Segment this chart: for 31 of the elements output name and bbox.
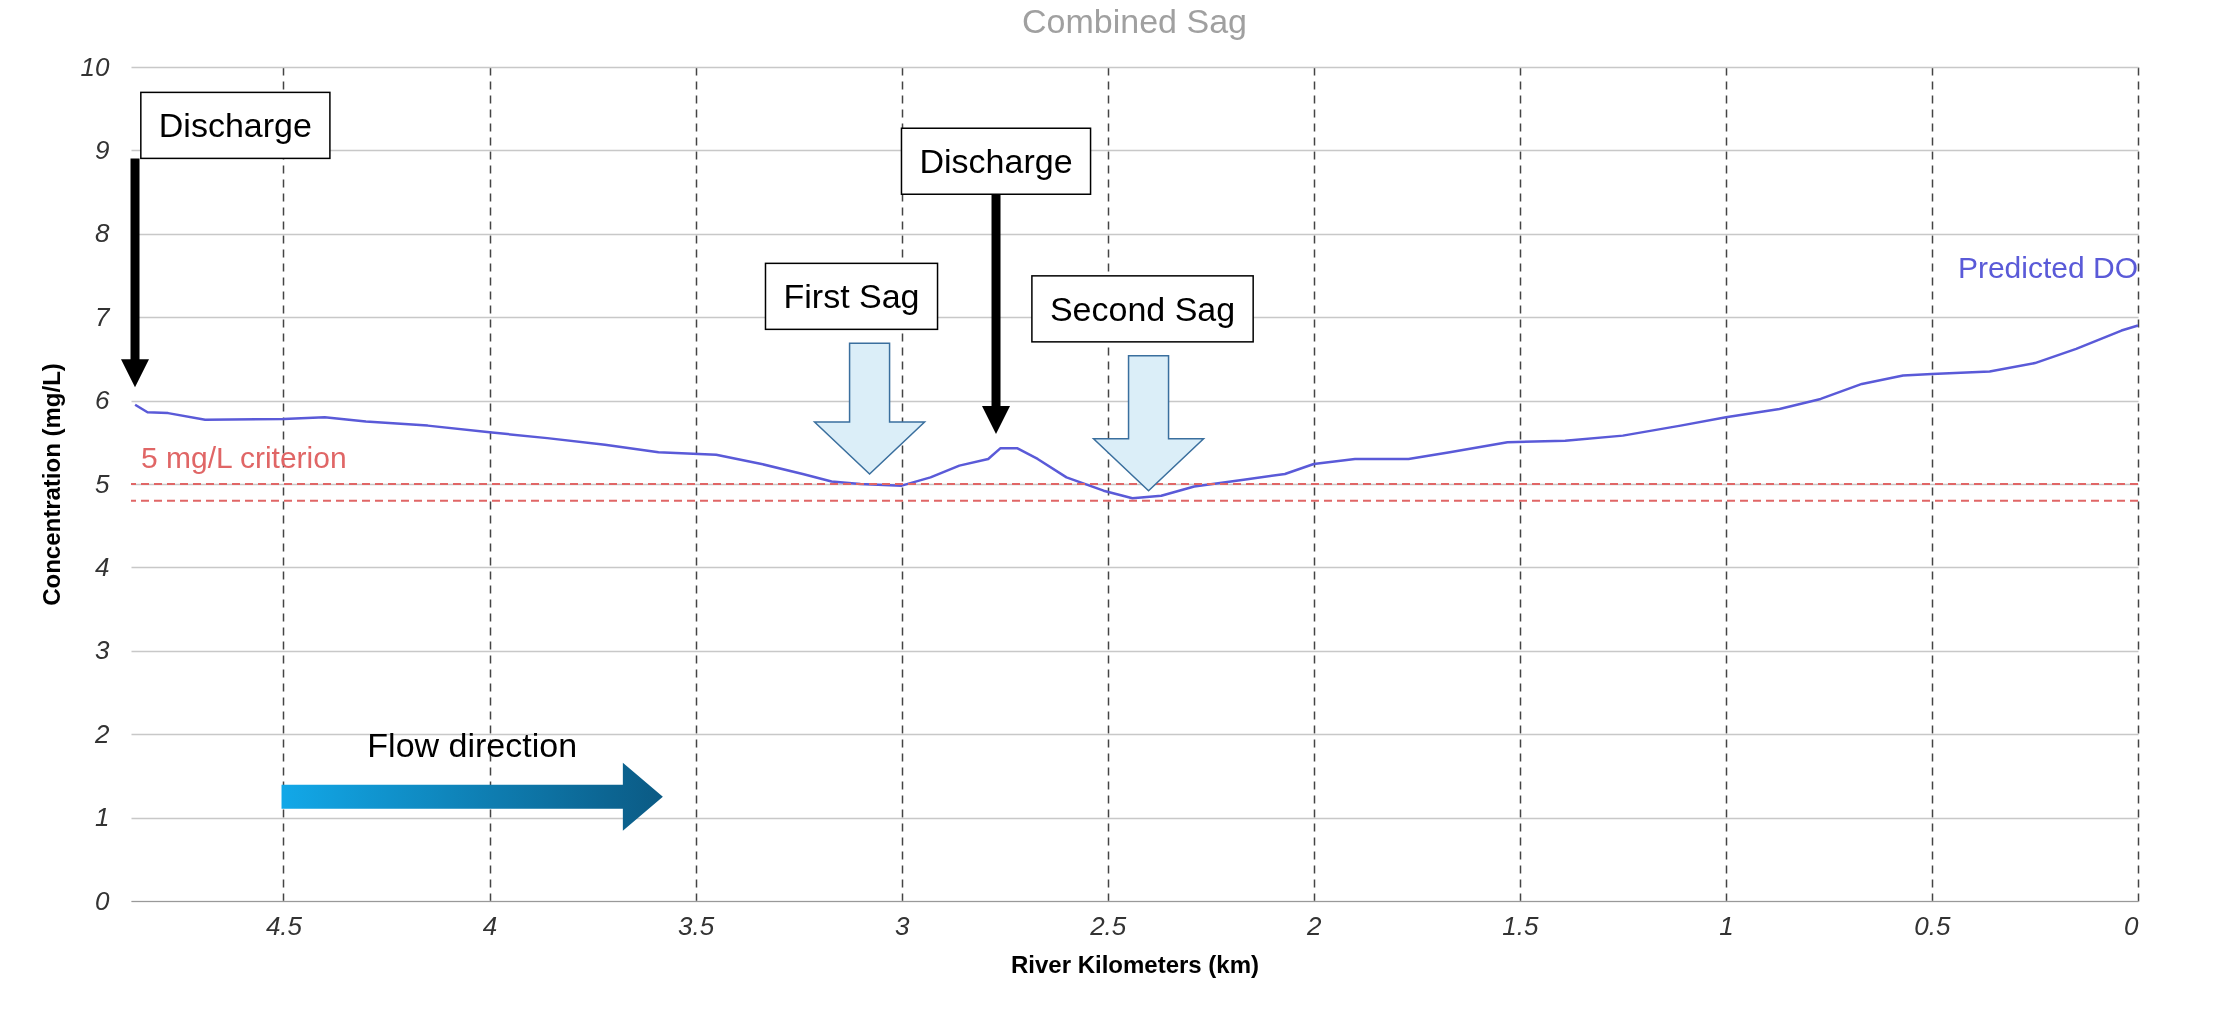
series-label: Predicted DO bbox=[1957, 250, 2138, 284]
y-tick-label: 7 bbox=[95, 301, 112, 332]
y-tick-label: 3 bbox=[95, 635, 111, 666]
x-tick-label: 1 bbox=[1719, 910, 1734, 941]
y-tick-label: 8 bbox=[95, 218, 111, 249]
annotation: First Sag bbox=[783, 277, 920, 316]
chart-title: Combined Sag bbox=[1022, 2, 1247, 40]
x-tick-label: 2.5 bbox=[1089, 910, 1127, 941]
annotation: Discharge bbox=[919, 142, 1073, 181]
x-tick-label: 2 bbox=[1306, 910, 1323, 941]
annotation: Second Sag bbox=[1049, 289, 1236, 328]
y-tick-label: 0 bbox=[95, 885, 111, 916]
ref-line-label: 5 mg/L criterion bbox=[141, 441, 347, 474]
y-tick-label: 10 bbox=[80, 51, 111, 82]
x-tick-label: 4 bbox=[482, 910, 498, 941]
y-axis-title: Concentration (mg/L) bbox=[37, 363, 65, 606]
annotation: Flow direction bbox=[367, 725, 578, 764]
x-axis-title: River Kilometers (km) bbox=[1010, 950, 1260, 978]
y-tick-label: 4 bbox=[95, 551, 110, 582]
annotation: Discharge bbox=[158, 106, 312, 145]
x-tick-label: 0 bbox=[2124, 910, 2140, 941]
x-tick-label: 4.5 bbox=[265, 910, 303, 941]
y-tick-label: 5 bbox=[95, 468, 111, 499]
y-tick-label: 9 bbox=[95, 134, 110, 165]
x-tick-label: 1.5 bbox=[1502, 910, 1539, 941]
x-tick-label: 3.5 bbox=[678, 910, 715, 941]
x-tick-label: 3 bbox=[894, 910, 910, 941]
y-tick-label: 2 bbox=[94, 718, 111, 749]
x-tick-label: 0.5 bbox=[1914, 910, 1952, 941]
y-tick-label: 6 bbox=[95, 385, 111, 416]
y-tick-label: 1 bbox=[95, 802, 110, 833]
